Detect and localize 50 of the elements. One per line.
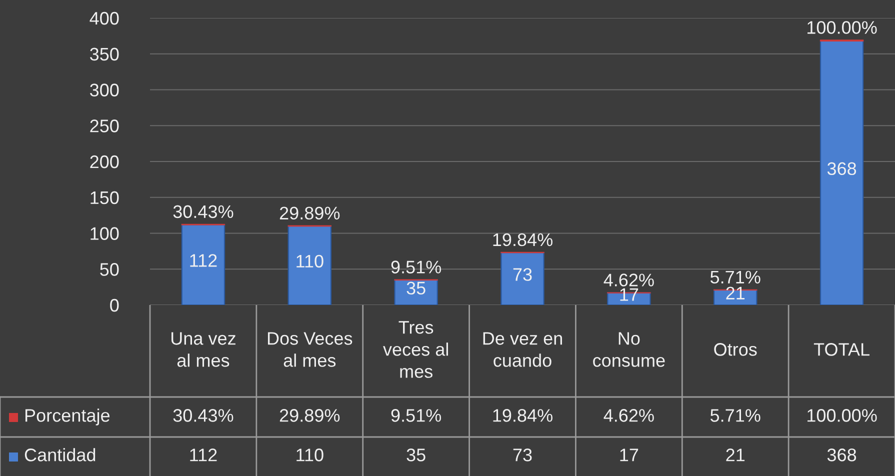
y-tick-label: 50 — [100, 263, 119, 276]
data-label: 19.84% — [493, 409, 552, 422]
text: 21 — [726, 286, 745, 300]
bar — [820, 40, 864, 305]
bar — [394, 279, 438, 305]
text: 9.51% — [391, 260, 442, 274]
text: 19.84% — [493, 233, 552, 246]
text: 5.71% — [710, 270, 760, 284]
bar — [288, 226, 332, 305]
x-tick-label: Otros — [714, 343, 757, 356]
text: 29.89% — [280, 206, 340, 220]
data-label: 368 — [827, 448, 856, 462]
legend-label: Cantidad — [24, 448, 96, 462]
data-label: 29.89% — [280, 409, 340, 422]
text: 73 — [513, 268, 532, 281]
data-label: 4.62% — [604, 409, 654, 422]
text: 100.00% — [808, 21, 877, 34]
data-label: 17 — [620, 448, 638, 462]
data-label: 73 — [513, 448, 532, 462]
text: 110 — [296, 254, 324, 268]
bar — [500, 252, 544, 305]
x-tick-label: No consume — [593, 332, 665, 367]
bar — [181, 224, 226, 305]
text: 4.62% — [604, 274, 654, 286]
x-tick-label: Una vez al mes — [171, 332, 236, 367]
y-tick-label: 100 — [90, 227, 119, 240]
text: 112 — [190, 254, 217, 267]
x-tick-label: De vez en cuando — [483, 332, 562, 367]
legend-label: Porcentaje — [25, 408, 110, 426]
data-label: 21 — [726, 448, 745, 462]
x-tick-label: TOTAL — [814, 343, 870, 356]
data-label: 30.43% — [173, 409, 234, 422]
y-tick-label: 400 — [90, 12, 119, 25]
y-tick-label: 250 — [90, 120, 119, 132]
text: 30.43% — [173, 205, 234, 218]
y-tick-label: 300 — [90, 84, 119, 96]
data-label: 110 — [296, 448, 324, 462]
x-tick-label: Tres veces al mes — [383, 321, 448, 378]
y-tick-label: 0 — [110, 298, 119, 312]
x-tick-label: Dos Veces al mes — [268, 332, 352, 367]
y-tick-label: 150 — [90, 191, 119, 204]
text: 35 — [406, 282, 426, 295]
y-tick-label: 200 — [90, 155, 119, 168]
data-label: 35 — [406, 448, 426, 462]
data-label: 100.00% — [808, 409, 877, 422]
y-tick-label: 350 — [90, 48, 119, 61]
text: 368 — [827, 162, 856, 176]
data-label: 112 — [190, 448, 217, 462]
data-label: 5.71% — [710, 409, 760, 422]
data-label: 9.51% — [391, 409, 442, 422]
